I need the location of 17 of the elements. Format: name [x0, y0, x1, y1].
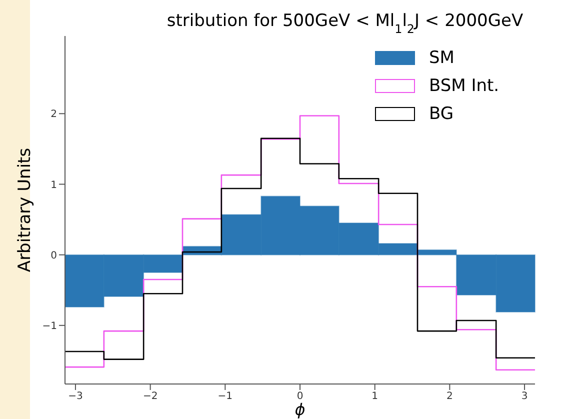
- x-tick-label: 0: [296, 391, 304, 402]
- legend-label: BSM Int.: [429, 76, 500, 96]
- y-tick-label: −1: [42, 320, 57, 332]
- y-tick-label: 2: [50, 109, 57, 120]
- y-tick-label: 0: [50, 250, 57, 262]
- x-tick-label: 1: [372, 391, 378, 402]
- x-tick-label: −2: [142, 391, 158, 402]
- legend-label: BG: [429, 104, 454, 124]
- x-tick-label: 3: [521, 391, 528, 402]
- y-tick-label: 1: [50, 180, 57, 191]
- chart-title: stribution for 500GeV < Ml$_{1}$l$_{2}$J < 2000GeV: [166, 11, 524, 36]
- legend-label: SM: [429, 48, 454, 68]
- y-axis-title: Arbitrary Units: [15, 148, 36, 272]
- x-axis-title: ϕ: [294, 400, 306, 419]
- x-tick-label: −3: [68, 391, 83, 402]
- x-tick-label: −1: [218, 391, 233, 402]
- x-tick-label: 2: [446, 391, 453, 402]
